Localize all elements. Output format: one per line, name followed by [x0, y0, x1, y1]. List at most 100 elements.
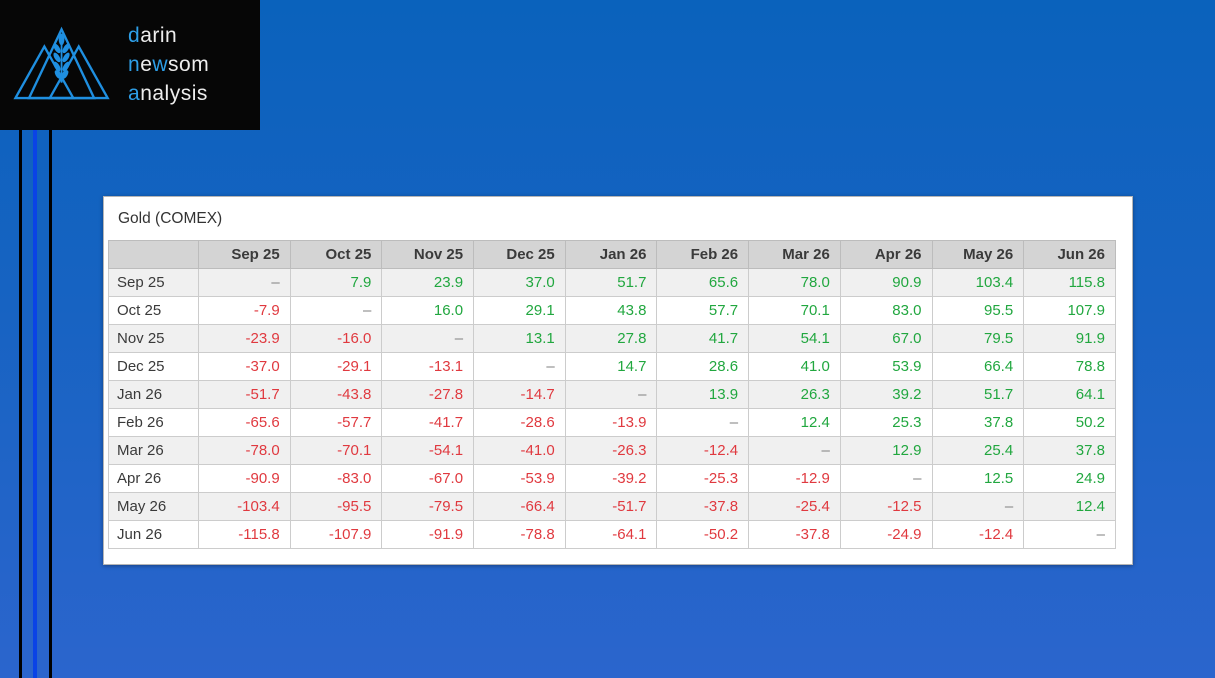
spread-value-cell: 27.8	[564, 324, 658, 353]
column-header: Nov 25	[381, 240, 475, 269]
spread-value-cell: 37.0	[473, 268, 566, 297]
spread-value-cell: 23.9	[381, 268, 475, 297]
spread-value-cell: 78.8	[1023, 352, 1116, 381]
spread-value-cell: -83.0	[289, 464, 383, 493]
row-label: Dec 25	[108, 352, 199, 381]
spread-value-cell: -95.5	[289, 492, 383, 521]
spread-value-cell: 43.8	[564, 296, 658, 325]
spread-value-cell: -115.8	[198, 520, 291, 549]
spread-value-cell: –	[656, 408, 750, 437]
spread-value-cell: 14.7	[564, 352, 658, 381]
spread-value-cell: -12.4	[931, 520, 1025, 549]
spread-value-cell: –	[839, 464, 933, 493]
column-header: Jan 26	[564, 240, 658, 269]
brand-line-2: newsom	[128, 53, 210, 76]
spread-value-cell: –	[564, 380, 658, 409]
row-label: Apr 26	[108, 464, 199, 493]
spread-value-cell: –	[198, 268, 291, 297]
spread-value-cell: 78.0	[748, 268, 841, 297]
brand-logo: darin newsom analysis	[0, 0, 260, 130]
row-label: Oct 25	[108, 296, 199, 325]
spread-value-cell: 7.9	[289, 268, 383, 297]
row-label: Sep 25	[108, 268, 199, 297]
spread-value-cell: 37.8	[1023, 436, 1116, 465]
spread-value-cell: -13.1	[381, 352, 475, 381]
spread-value-cell: 57.7	[656, 296, 750, 325]
spread-value-cell: –	[1023, 520, 1116, 549]
spread-value-cell: -39.2	[564, 464, 658, 493]
spread-value-cell: -27.8	[381, 380, 475, 409]
row-label: May 26	[108, 492, 199, 521]
spread-value-cell: -29.1	[289, 352, 383, 381]
spread-value-cell: 70.1	[748, 296, 841, 325]
spread-value-cell: -70.1	[289, 436, 383, 465]
spread-value-cell: -37.8	[656, 492, 750, 521]
column-header: Dec 25	[473, 240, 566, 269]
spread-value-cell: 26.3	[748, 380, 841, 409]
spread-value-cell: 103.4	[931, 268, 1025, 297]
spread-value-cell: -90.9	[198, 464, 291, 493]
spread-value-cell: 90.9	[839, 268, 933, 297]
spread-value-cell: 64.1	[1023, 380, 1116, 409]
brand-line-1: darin	[128, 24, 178, 47]
spread-value-cell: 79.5	[931, 324, 1025, 353]
spread-value-cell: 66.4	[931, 352, 1025, 381]
vertical-stripe-black-left	[19, 129, 22, 678]
spread-value-cell: –	[748, 436, 841, 465]
spread-value-cell: 65.6	[656, 268, 750, 297]
spread-value-cell: 37.8	[931, 408, 1025, 437]
spread-value-cell: -57.7	[289, 408, 383, 437]
spread-value-cell: -37.0	[198, 352, 291, 381]
spread-value-cell: 25.4	[931, 436, 1025, 465]
spread-value-cell: -37.8	[748, 520, 841, 549]
column-header: Mar 26	[748, 240, 841, 269]
spread-value-cell: 115.8	[1023, 268, 1116, 297]
spread-value-cell: 29.1	[473, 296, 566, 325]
spread-value-cell: -14.7	[473, 380, 566, 409]
row-label: Nov 25	[108, 324, 199, 353]
spread-value-cell: -66.4	[473, 492, 566, 521]
table-row: Jun 26 -115.8 -107.9 -91.9 -78.8 -64.1 -50.2 -3…	[108, 520, 1116, 549]
brand-line-3: analysis	[128, 82, 208, 105]
spread-value-cell: 12.4	[1023, 492, 1116, 521]
spread-value-cell: -25.3	[656, 464, 750, 493]
row-label: Mar 26	[108, 436, 199, 465]
spread-value-cell: 107.9	[1023, 296, 1116, 325]
row-label: Feb 26	[108, 408, 199, 437]
column-header: Sep 25	[198, 240, 291, 269]
spread-value-cell: 67.0	[839, 324, 933, 353]
spread-value-cell: 41.7	[656, 324, 750, 353]
spread-value-cell: -23.9	[198, 324, 291, 353]
spread-value-cell: -25.4	[748, 492, 841, 521]
table-row: May 26 -103.4 -95.5 -79.5 -66.4 -51.7 -37.8 -25…	[108, 492, 1116, 521]
spread-value-cell: –	[473, 352, 566, 381]
spread-value-cell: 13.9	[656, 380, 750, 409]
table-header-row: Sep 25 Oct 25 Nov 25 Dec 25 Jan 26 Feb 26 Mar …	[108, 240, 1116, 269]
column-header: Apr 26	[839, 240, 933, 269]
spread-value-cell: –	[381, 324, 475, 353]
spread-value-cell: -79.5	[381, 492, 475, 521]
spread-value-cell: -107.9	[289, 520, 383, 549]
spread-value-cell: -51.7	[198, 380, 291, 409]
column-header: Jun 26	[1023, 240, 1116, 269]
spread-value-cell: -28.6	[473, 408, 566, 437]
spread-value-cell: 16.0	[381, 296, 475, 325]
spread-value-cell: 53.9	[839, 352, 933, 381]
spread-value-cell: 12.9	[839, 436, 933, 465]
spread-value-cell: 12.4	[748, 408, 841, 437]
spread-value-cell: -54.1	[381, 436, 475, 465]
table-row: Oct 25 -7.9–16.0 29.1 43.8 57.7 70.1 83.0 95.5 1…	[108, 296, 1116, 325]
spread-value-cell: 50.2	[1023, 408, 1116, 437]
spread-value-cell: 41.0	[748, 352, 841, 381]
spread-value-cell: -7.9	[198, 296, 291, 325]
spread-value-cell: 95.5	[931, 296, 1025, 325]
spread-value-cell: 24.9	[1023, 464, 1116, 493]
spread-value-cell: -41.0	[473, 436, 566, 465]
table-row: Nov 25 -23.9 -16.0–13.1 27.8 41.7 54.1 67.0 79.…	[108, 324, 1116, 353]
vertical-stripe-black-right	[49, 129, 52, 678]
spread-value-cell: -51.7	[564, 492, 658, 521]
table-row: Apr 26 -90.9 -83.0 -67.0 -53.9 -39.2 -25.3 -12.…	[108, 464, 1116, 493]
corner-cell	[108, 240, 199, 269]
spread-value-cell: -24.9	[839, 520, 933, 549]
spread-matrix-panel: Gold (COMEX) Sep 25 Oct 25 Nov 25 Dec 25 Jan…	[103, 196, 1133, 565]
